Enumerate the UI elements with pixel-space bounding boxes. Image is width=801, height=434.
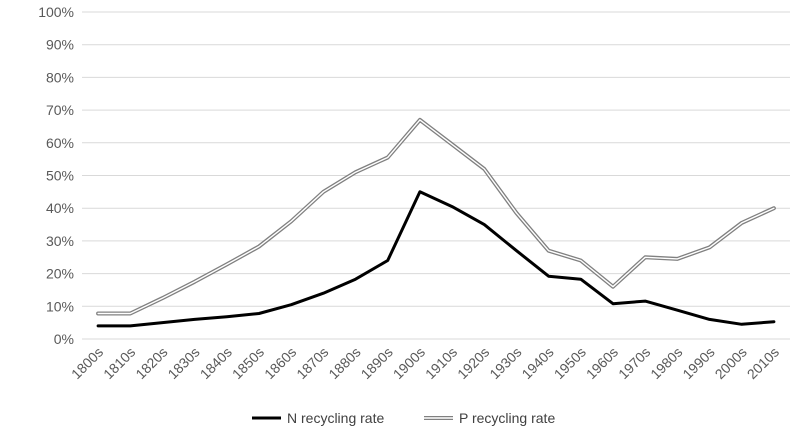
y-tick-label: 40% — [46, 200, 74, 216]
y-tick-label: 30% — [46, 233, 74, 249]
legend-label-n-recycling-rate: N recycling rate — [287, 410, 384, 426]
x-tick-label: 1860s — [261, 344, 299, 382]
series-line-p-recycling-rate — [96, 117, 776, 316]
x-tick-label: 1970s — [615, 344, 653, 382]
x-tick-label: 1830s — [164, 344, 202, 382]
y-tick-label: 50% — [46, 168, 74, 184]
x-tick-label: 1920s — [454, 344, 492, 382]
x-tick-label: 1950s — [551, 344, 589, 382]
x-tick-label: 1960s — [583, 344, 621, 382]
y-tick-label: 10% — [46, 298, 74, 314]
y-tick-label: 0% — [54, 331, 74, 347]
y-tick-label: 20% — [46, 266, 74, 282]
x-tick-label: 1810s — [100, 344, 138, 382]
y-tick-label: 80% — [46, 69, 74, 85]
x-tick-label: 1980s — [647, 344, 685, 382]
x-tick-label: 1820s — [132, 344, 170, 382]
x-tick-label: 1910s — [422, 344, 460, 382]
y-tick-label: 70% — [46, 102, 74, 118]
x-tick-label: 1870s — [293, 344, 331, 382]
series-line-n-recycling-rate — [96, 190, 776, 328]
x-tick-label: 1990s — [679, 344, 717, 382]
x-tick-label: 1890s — [358, 344, 396, 382]
x-tick-label: 2000s — [712, 344, 750, 382]
y-tick-label: 100% — [38, 4, 74, 20]
x-tick-label: 1800s — [68, 344, 106, 382]
legend: N recycling rate P recycling rate — [252, 410, 555, 426]
x-tick-label: 1930s — [486, 344, 524, 382]
x-tick-label: 1900s — [390, 344, 428, 382]
x-tick-label: 2010s — [744, 344, 782, 382]
x-tick-label: 1850s — [229, 344, 267, 382]
series-line-p-recycling-rate-inner — [97, 119, 775, 315]
y-axis-tick-labels: 0% 10% 20% 30% 40% 50% 60% 70% 80% 90% 100% — [38, 4, 74, 347]
y-tick-label: 60% — [46, 135, 74, 151]
gridlines — [82, 11, 790, 340]
legend-label-p-recycling-rate: P recycling rate — [459, 410, 555, 426]
x-tick-label: 1940s — [518, 344, 556, 382]
series-lines — [96, 117, 776, 328]
x-tick-label: 1880s — [325, 344, 363, 382]
x-tick-label: 1840s — [197, 344, 235, 382]
y-tick-label: 90% — [46, 37, 74, 53]
x-axis-tick-labels: 1800s1810s1820s1830s1840s1850s1860s1870s… — [68, 344, 782, 382]
